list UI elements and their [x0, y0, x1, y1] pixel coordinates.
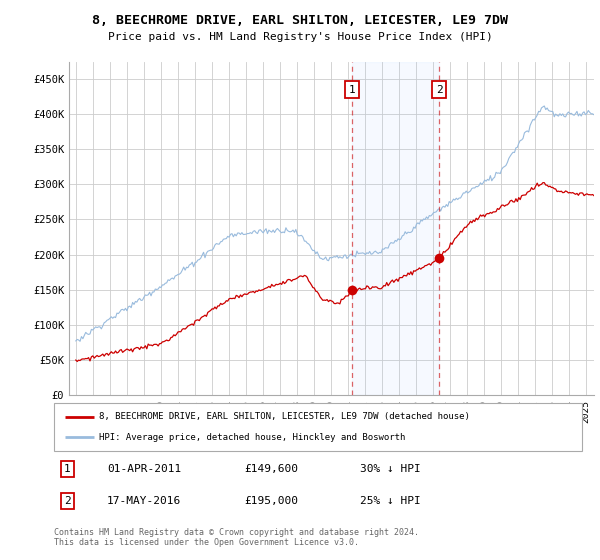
- Text: 2: 2: [64, 496, 71, 506]
- Text: £149,600: £149,600: [244, 464, 298, 474]
- Text: 01-APR-2011: 01-APR-2011: [107, 464, 181, 474]
- Text: 1: 1: [349, 85, 355, 95]
- Text: 1: 1: [64, 464, 71, 474]
- Text: £195,000: £195,000: [244, 496, 298, 506]
- Text: 30% ↓ HPI: 30% ↓ HPI: [360, 464, 421, 474]
- Text: 8, BEECHROME DRIVE, EARL SHILTON, LEICESTER, LE9 7DW (detached house): 8, BEECHROME DRIVE, EARL SHILTON, LEICES…: [99, 412, 470, 421]
- Text: 8, BEECHROME DRIVE, EARL SHILTON, LEICESTER, LE9 7DW: 8, BEECHROME DRIVE, EARL SHILTON, LEICES…: [92, 14, 508, 27]
- Text: HPI: Average price, detached house, Hinckley and Bosworth: HPI: Average price, detached house, Hinc…: [99, 433, 405, 442]
- FancyBboxPatch shape: [54, 403, 582, 451]
- Bar: [352, 62, 439, 395]
- Text: Price paid vs. HM Land Registry's House Price Index (HPI): Price paid vs. HM Land Registry's House …: [107, 32, 493, 43]
- Text: 17-MAY-2016: 17-MAY-2016: [107, 496, 181, 506]
- Text: 25% ↓ HPI: 25% ↓ HPI: [360, 496, 421, 506]
- Text: 2: 2: [436, 85, 442, 95]
- Text: Contains HM Land Registry data © Crown copyright and database right 2024.
This d: Contains HM Land Registry data © Crown c…: [54, 528, 419, 547]
